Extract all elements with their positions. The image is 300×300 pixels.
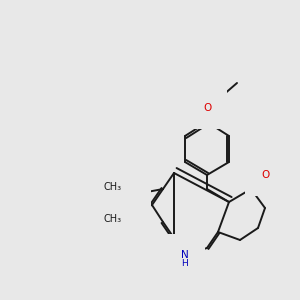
Text: CH₃: CH₃: [104, 214, 122, 224]
Text: CH₃: CH₃: [104, 182, 122, 192]
Text: N: N: [181, 250, 189, 260]
Text: O: O: [127, 206, 135, 216]
Text: O: O: [127, 190, 135, 200]
Text: O: O: [261, 170, 269, 180]
Text: H: H: [182, 260, 188, 268]
Text: O: O: [203, 103, 211, 113]
